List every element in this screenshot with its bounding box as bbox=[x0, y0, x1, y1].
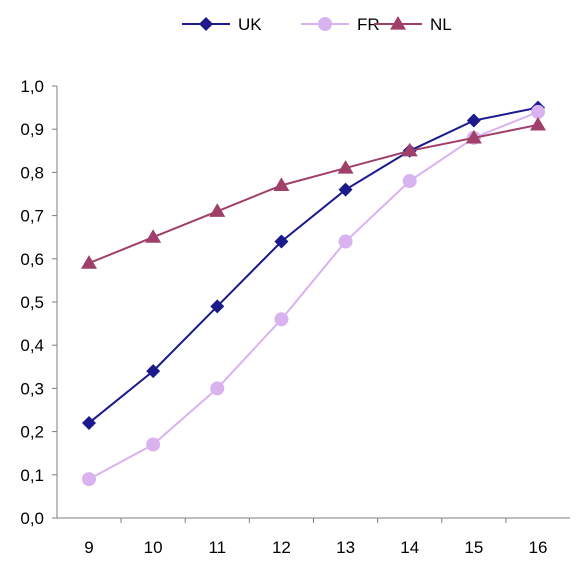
x-axis: 9 10 11 12 13 14 15 16 bbox=[57, 517, 570, 557]
x-tick-label: 16 bbox=[529, 538, 548, 557]
data-point-fr bbox=[82, 472, 96, 487]
data-point-uk bbox=[210, 299, 225, 314]
legend-item-nl: NL bbox=[374, 15, 452, 34]
data-point-fr bbox=[274, 312, 289, 327]
x-tick-label: 10 bbox=[144, 538, 163, 557]
data-point-uk bbox=[146, 364, 161, 379]
y-tick-label: 0,0 bbox=[20, 509, 44, 528]
data-point-nl bbox=[209, 203, 226, 217]
legend-item-fr: FR bbox=[301, 15, 380, 34]
data-point-fr bbox=[402, 174, 417, 189]
x-tick-label: 11 bbox=[208, 538, 226, 557]
y-tick-label: 0,4 bbox=[20, 336, 44, 355]
data-point-nl bbox=[145, 229, 162, 243]
legend-marker bbox=[199, 17, 213, 31]
legend-label: UK bbox=[238, 15, 262, 34]
x-tick-label: 13 bbox=[336, 538, 355, 557]
data-point-nl bbox=[530, 116, 546, 131]
y-tick-label: 0,2 bbox=[20, 423, 44, 442]
series-uk bbox=[82, 100, 545, 430]
data-point-fr bbox=[210, 381, 225, 396]
data-point-uk bbox=[466, 113, 481, 128]
x-tick-label: 9 bbox=[84, 538, 93, 557]
data-point-uk bbox=[82, 415, 96, 430]
data-point-fr bbox=[338, 234, 353, 249]
x-tick-label: 14 bbox=[400, 538, 419, 557]
series-line-nl bbox=[88, 123, 539, 265]
y-tick-label: 1,0 bbox=[20, 77, 44, 96]
data-point-fr bbox=[146, 437, 161, 452]
series-layer bbox=[81, 100, 546, 487]
data-point-uk bbox=[274, 234, 289, 249]
legend-label: NL bbox=[430, 15, 452, 34]
x-tick-label: 15 bbox=[464, 538, 483, 557]
y-axis: 0,0 0,1 0,2 0,3 0,4 0,5 0,6 0,7 0,8 0,9 1,0 bbox=[20, 77, 58, 528]
data-point-fr bbox=[531, 104, 545, 119]
data-point-nl bbox=[337, 160, 354, 174]
y-tick-label: 0,3 bbox=[20, 379, 44, 398]
series-nl bbox=[81, 116, 546, 269]
y-tick-label: 0,5 bbox=[20, 293, 44, 312]
chart-legend: UK FR NL bbox=[182, 15, 452, 34]
data-point-uk bbox=[338, 182, 353, 197]
series-line-fr bbox=[88, 110, 539, 481]
y-tick-label: 0,1 bbox=[20, 466, 44, 485]
series-fr bbox=[82, 104, 545, 487]
legend-item-uk: UK bbox=[182, 15, 262, 34]
y-tick-label: 0,9 bbox=[20, 120, 44, 139]
legend-label: FR bbox=[357, 15, 380, 34]
y-tick-label: 0,8 bbox=[20, 163, 44, 182]
legend-marker bbox=[390, 16, 406, 30]
y-tick-label: 0,6 bbox=[20, 250, 44, 269]
data-point-nl bbox=[81, 255, 97, 269]
data-point-nl bbox=[401, 142, 418, 157]
x-tick-label: 12 bbox=[272, 538, 291, 557]
y-tick-label: 0,7 bbox=[20, 207, 44, 226]
series-line-uk bbox=[88, 106, 539, 424]
data-point-nl bbox=[465, 129, 482, 144]
data-point-nl bbox=[273, 177, 290, 191]
legend-marker bbox=[318, 17, 332, 31]
